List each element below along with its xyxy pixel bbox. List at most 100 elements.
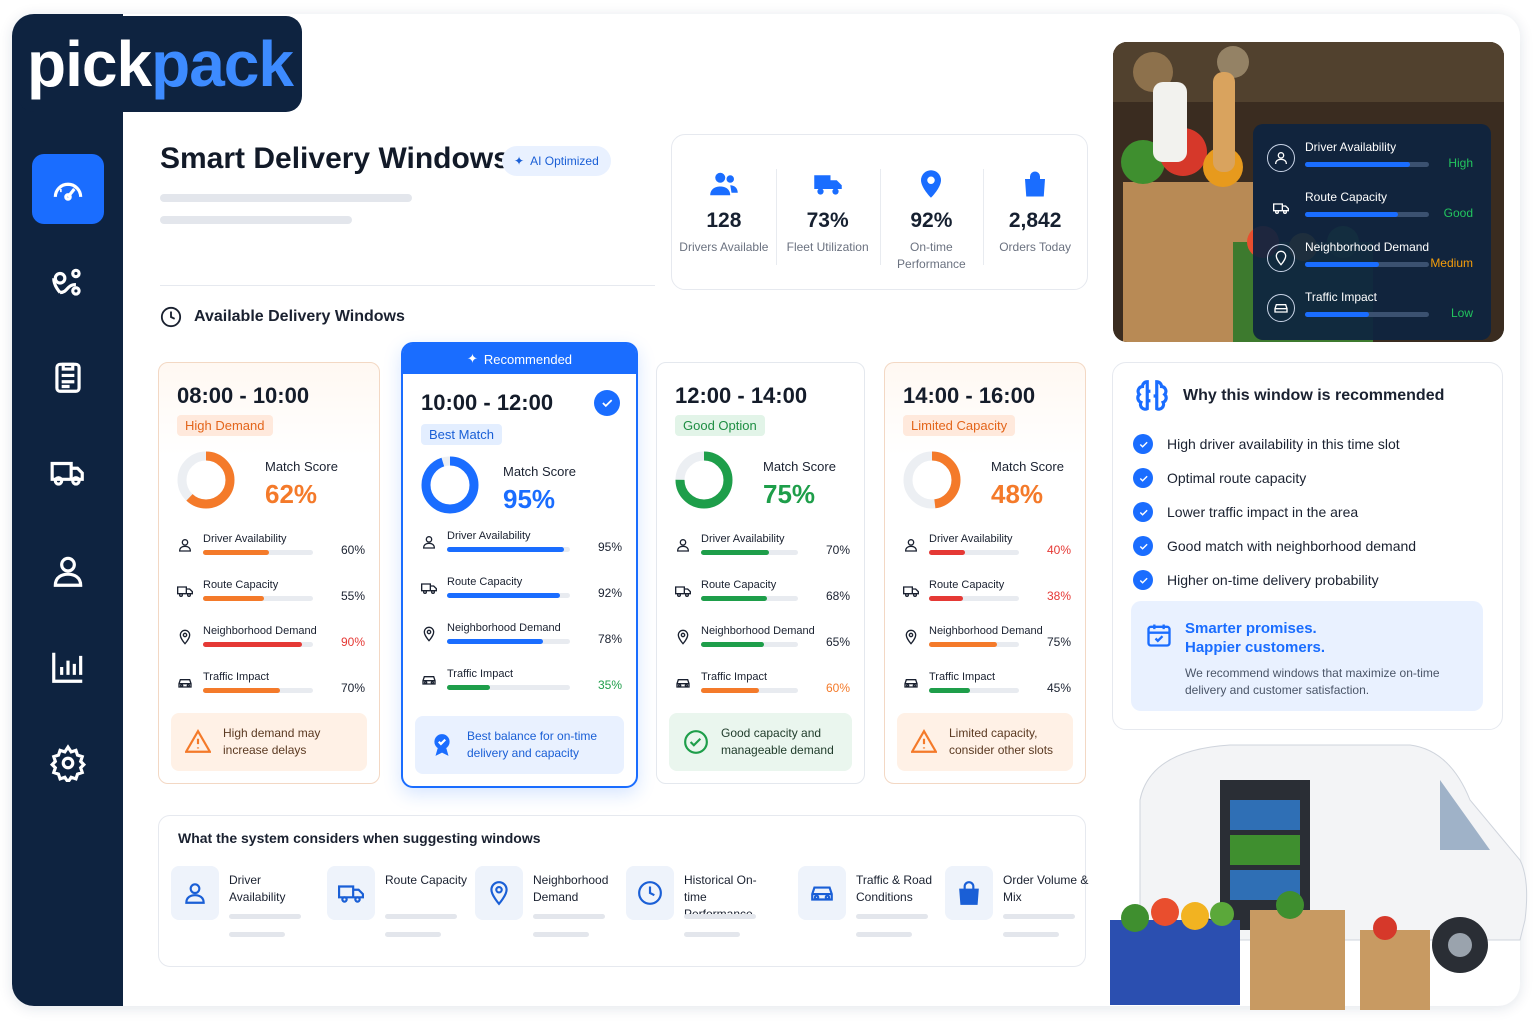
metric-row: Route Capacity 38%	[903, 579, 1071, 609]
metric-bar-fill	[447, 639, 543, 644]
metric-label: Neighborhood Demand	[929, 625, 1043, 637]
brand-name-part2: pack	[151, 28, 294, 100]
reason-item: High driver availability in this time sl…	[1133, 427, 1416, 461]
overlay-label: Traffic Impact	[1305, 290, 1378, 304]
metric-label: Route Capacity	[203, 579, 279, 591]
truck-icon	[338, 885, 364, 903]
match-score-donut	[903, 451, 961, 509]
metric-track	[929, 596, 1019, 601]
location-pin-icon	[677, 629, 689, 645]
stat-orders: 2,842 Orders Today	[983, 135, 1087, 289]
delivery-van-illustration	[1110, 744, 1528, 1010]
metric-label: Driver Availability	[701, 533, 785, 545]
check-icon	[1133, 502, 1153, 522]
match-score-value: 95%	[503, 484, 556, 514]
delivery-window-card[interactable]: 12:00 - 14:00 Good Option Match Score 75% D…	[656, 362, 865, 784]
shopping-bag-icon	[959, 881, 979, 905]
metric-label: Traffic Impact	[203, 671, 270, 683]
dashboard-gauge-icon	[53, 182, 83, 201]
why-recommended-panel: Why this window is recommended High driv…	[1112, 362, 1503, 730]
considerations-title: What the system considers when suggestin…	[178, 830, 541, 846]
reason-item: Optimal route capacity	[1133, 461, 1416, 495]
stat-label: Fleet Utilization	[786, 240, 869, 254]
car-icon	[904, 679, 918, 688]
metric-label: Route Capacity	[701, 579, 777, 591]
why-title: Why this window is recommended	[1183, 387, 1445, 404]
nav-dashboard[interactable]	[32, 154, 104, 224]
window-note-text: Best balance for on-time delivery and ca…	[467, 729, 598, 760]
overlay-row: Neighborhood Demand Medium	[1267, 240, 1477, 284]
consider-label: Traffic & Road Conditions	[856, 873, 933, 904]
stat-value: 92%	[910, 209, 953, 232]
stat-value: 128	[706, 209, 742, 232]
match-score-donut	[421, 456, 479, 514]
nav-settings[interactable]	[32, 728, 104, 798]
stat-drivers: 128 Drivers Available	[672, 135, 776, 289]
nav-orders[interactable]	[32, 342, 104, 412]
section-title: Available Delivery Windows	[194, 308, 405, 325]
page-title: Smart Delivery Windows	[160, 142, 510, 175]
metric-track	[203, 596, 313, 601]
promise-callout: Smarter promises. Happier customers. We r…	[1131, 601, 1483, 711]
overlay-bar-fill	[1305, 262, 1380, 267]
stat-value: 2,842	[1008, 209, 1062, 232]
nav-routes[interactable]	[32, 248, 104, 318]
metric-track	[447, 685, 570, 690]
nav-analytics[interactable]	[32, 632, 104, 702]
metric-bar-fill	[203, 688, 280, 693]
delivery-window-card[interactable]: 14:00 - 16:00 Limited Capacity Match Score…	[884, 362, 1086, 784]
stat-ontime: 92% On-time Performance	[879, 135, 984, 289]
metric-bar-fill	[447, 685, 491, 690]
overlay-row: Traffic Impact Low	[1267, 290, 1477, 334]
car-icon	[676, 679, 690, 688]
divider	[160, 285, 655, 286]
match-score-value: 62%	[265, 479, 318, 509]
delivery-window-card[interactable]: ✦ Recommended 10:00 - 12:00 Best Match Match…	[401, 342, 638, 788]
nav-users[interactable]	[32, 536, 104, 606]
location-pin-icon	[905, 629, 917, 645]
skeleton-line	[160, 194, 412, 202]
selected-check-icon	[594, 390, 620, 416]
overlay-status: Medium	[1430, 256, 1473, 270]
skeleton-line	[160, 216, 352, 224]
consider-label: Order Volume & Mix	[1003, 873, 1089, 904]
metric-label: Route Capacity	[929, 579, 1005, 591]
match-score-value: 48%	[991, 479, 1044, 509]
ai-brain-icon	[1136, 380, 1168, 411]
clipboard-icon	[55, 362, 81, 393]
nav-fleet[interactable]	[32, 438, 104, 508]
ai-optimized-badge: ✦ AI Optimized	[502, 146, 611, 176]
metric-track	[447, 639, 570, 644]
check-icon	[1133, 570, 1153, 590]
metric-value: 90%	[340, 635, 365, 649]
ai-badge-label: AI Optimized	[530, 154, 599, 168]
metric-label: Driver Availability	[447, 530, 531, 542]
metric-row: Neighborhood Demand 65%	[675, 625, 850, 655]
overlay-row: Driver Availability High	[1267, 140, 1477, 184]
metric-row: Route Capacity 55%	[177, 579, 365, 609]
stat-value: 73%	[806, 209, 849, 232]
metric-label: Route Capacity	[447, 576, 523, 588]
stat-label: On-time Performance	[897, 240, 966, 271]
location-pin-icon	[179, 629, 191, 645]
recommended-banner: ✦ Recommended	[403, 344, 636, 374]
warning-icon	[185, 729, 211, 753]
user-icon	[1275, 152, 1287, 165]
promise-title-2: Happier customers.	[1185, 639, 1326, 656]
window-note-text: Limited capacity, consider other slots	[949, 726, 1054, 757]
brand-name-part1: pick	[27, 28, 152, 100]
overlay-status: Good	[1443, 206, 1473, 220]
window-note-text: High demand may increase delays	[223, 726, 321, 757]
metric-value: 40%	[1046, 543, 1071, 557]
metric-row: Driver Availability 60%	[177, 533, 365, 563]
metric-bar-fill	[929, 688, 970, 693]
user-icon	[53, 556, 83, 587]
window-tag: Limited Capacity	[903, 415, 1016, 436]
metric-row: Driver Availability 95%	[421, 530, 622, 560]
car-icon	[1274, 304, 1288, 313]
window-time: 12:00 - 14:00	[675, 383, 808, 408]
metric-bar-fill	[929, 596, 964, 601]
delivery-window-card[interactable]: 08:00 - 10:00 High Demand Match Score 62% D…	[158, 362, 380, 784]
metric-value: 65%	[825, 635, 850, 649]
drivers-icon	[710, 172, 738, 196]
